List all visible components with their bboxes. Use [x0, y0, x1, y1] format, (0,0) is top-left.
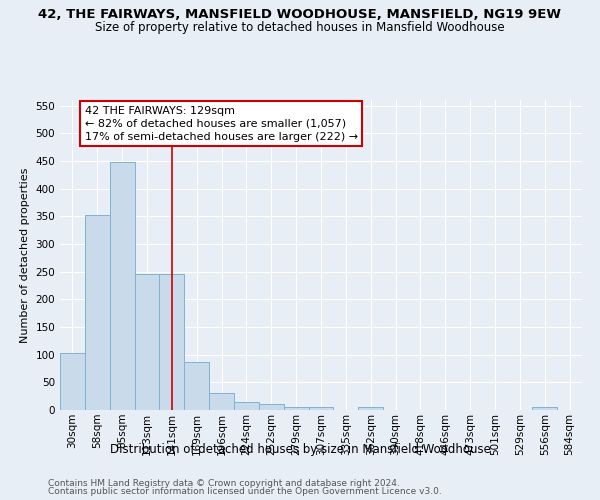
Bar	[85, 214, 110, 410]
Bar	[134, 274, 160, 410]
Text: Distribution of detached houses by size in Mansfield Woodhouse: Distribution of detached houses by size …	[110, 442, 490, 456]
Bar	[209, 394, 234, 410]
Bar	[60, 353, 85, 410]
Text: 42 THE FAIRWAYS: 129sqm
← 82% of detached houses are smaller (1,057)
17% of semi: 42 THE FAIRWAYS: 129sqm ← 82% of detache…	[85, 106, 358, 142]
Bar	[358, 407, 383, 410]
Bar	[284, 407, 308, 410]
Bar	[160, 274, 184, 410]
Bar	[532, 407, 557, 410]
Text: Size of property relative to detached houses in Mansfield Woodhouse: Size of property relative to detached ho…	[95, 21, 505, 34]
Bar	[184, 362, 209, 410]
Text: Contains HM Land Registry data © Crown copyright and database right 2024.: Contains HM Land Registry data © Crown c…	[48, 478, 400, 488]
Bar	[259, 404, 284, 410]
Text: 42, THE FAIRWAYS, MANSFIELD WOODHOUSE, MANSFIELD, NG19 9EW: 42, THE FAIRWAYS, MANSFIELD WOODHOUSE, M…	[38, 8, 562, 20]
Bar	[308, 407, 334, 410]
Text: Contains public sector information licensed under the Open Government Licence v3: Contains public sector information licen…	[48, 487, 442, 496]
Bar	[110, 162, 134, 410]
Bar	[234, 402, 259, 410]
Y-axis label: Number of detached properties: Number of detached properties	[20, 168, 30, 342]
